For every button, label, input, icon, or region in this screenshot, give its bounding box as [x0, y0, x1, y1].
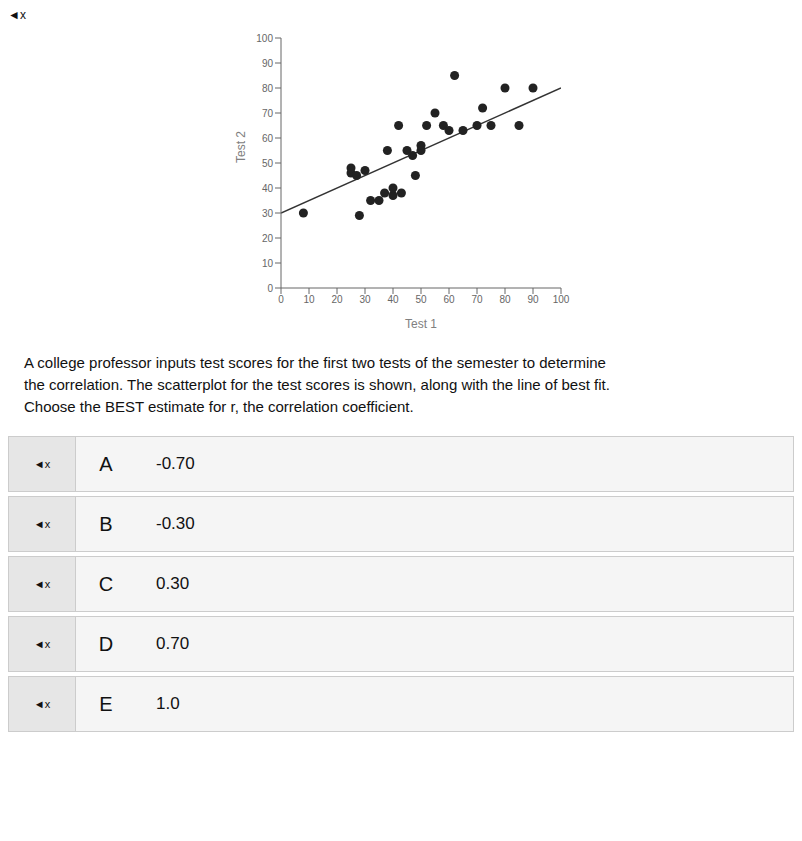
svg-text:10: 10: [262, 258, 274, 269]
svg-text:0: 0: [267, 283, 273, 294]
html-text:B: B: [99, 512, 113, 535]
html-text:A: A: [99, 452, 113, 475]
html-text:◄x: ◄x: [33, 578, 51, 590]
svg-text:20: 20: [262, 233, 274, 244]
svg-text:0: 0: [278, 294, 284, 305]
svg-text:80: 80: [262, 83, 274, 94]
html-text:-0.70: -0.70: [156, 454, 195, 473]
svg-text:90: 90: [527, 294, 539, 305]
html-text:-0.30: -0.30: [156, 514, 195, 533]
svg-text:60: 60: [262, 133, 274, 144]
svg-text:100: 100: [553, 294, 570, 305]
html-text:the correlation. The scatterpl: the correlation. The scatterplot for the…: [24, 376, 610, 393]
svg-text:50: 50: [415, 294, 427, 305]
html-text:Choose the BEST estimate for r: Choose the BEST estimate for r, the corr…: [24, 398, 414, 415]
svg-text:70: 70: [262, 108, 274, 119]
svg-text:100: 100: [256, 33, 273, 44]
html-text:C: C: [98, 572, 114, 595]
html-text:◄x: ◄x: [33, 458, 51, 470]
svg-text:80: 80: [499, 294, 511, 305]
html-text:◄x: ◄x: [33, 698, 51, 710]
svg-text:10: 10: [303, 294, 315, 305]
html-text:0.30: 0.30: [156, 574, 190, 593]
svg-text:90: 90: [262, 58, 274, 69]
svg-text:30: 30: [359, 294, 371, 305]
svg-text:40: 40: [262, 183, 274, 194]
html-text:0.70: 0.70: [156, 634, 190, 653]
html-text:◄x: ◄x: [33, 638, 51, 650]
svg-text:40: 40: [387, 294, 399, 305]
svg-text:50: 50: [262, 158, 274, 169]
html-text:E: E: [99, 692, 113, 715]
svg-text:Test 1: Test 1: [405, 317, 437, 331]
svg-text:60: 60: [443, 294, 455, 305]
html-text:A college professor inputs tes: A college professor inputs test scores f…: [24, 354, 606, 371]
svg-text:30: 30: [262, 208, 274, 219]
html-text:◄x: ◄x: [8, 8, 26, 22]
svg-text:70: 70: [471, 294, 483, 305]
html-text:D: D: [98, 632, 114, 655]
html-text:1.0: 1.0: [156, 694, 180, 713]
svg-text:20: 20: [331, 294, 343, 305]
svg-text:Test 2: Test 2: [234, 131, 248, 163]
html-text:◄x: ◄x: [33, 518, 51, 530]
